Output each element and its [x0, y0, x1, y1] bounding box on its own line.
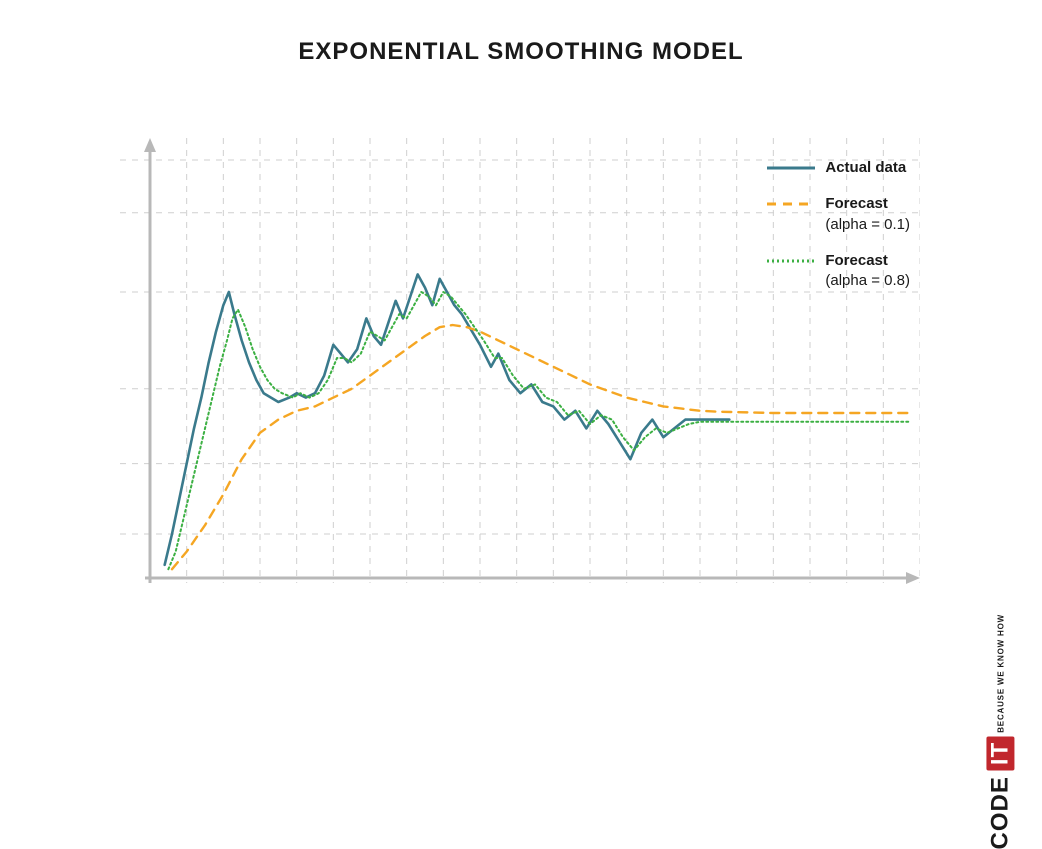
legend-swatch-forecast01 — [767, 194, 815, 214]
legend-swatch-forecast08 — [767, 251, 815, 271]
brand-code: CODE — [986, 776, 1014, 849]
legend-item-forecast08: Forecast (alpha = 0.8) — [767, 251, 910, 292]
brand-it: IT — [986, 737, 1014, 770]
brand-logo: CODE IT BECAUSE WE KNOW HOW — [986, 614, 1014, 849]
legend-label: Actual data — [825, 158, 906, 178]
chart-title: EXPONENTIAL SMOOTHING MODEL — [0, 38, 1042, 66]
legend: Actual data Forecast (alpha = 0.1) Forec… — [767, 158, 910, 307]
legend-item-actual: Actual data — [767, 158, 910, 178]
chart-container: Actual data Forecast (alpha = 0.1) Forec… — [120, 138, 920, 608]
legend-label: Forecast (alpha = 0.1) — [825, 194, 910, 235]
legend-item-forecast01: Forecast (alpha = 0.1) — [767, 194, 910, 235]
legend-swatch-actual — [767, 158, 815, 178]
legend-label: Forecast (alpha = 0.8) — [825, 251, 910, 292]
brand-tagline: BECAUSE WE KNOW HOW — [996, 614, 1005, 733]
